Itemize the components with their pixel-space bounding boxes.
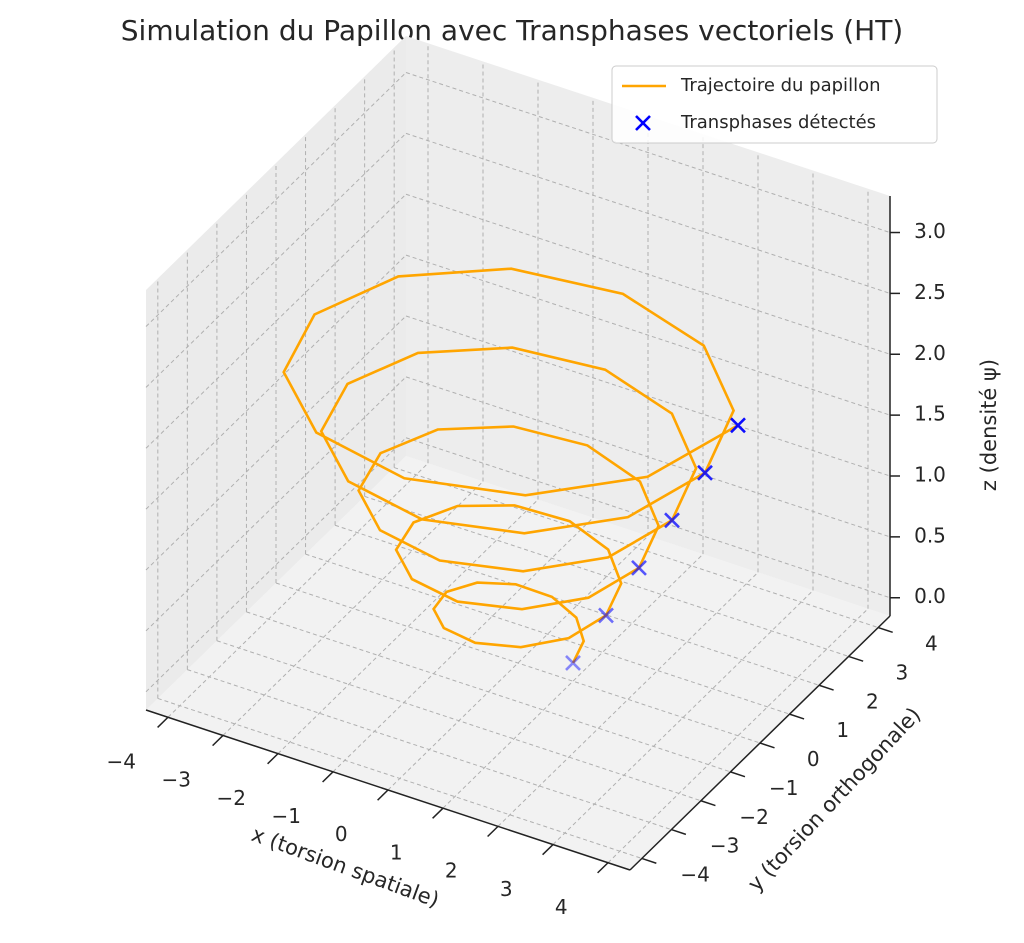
grid-line (145, 133, 407, 388)
grid-line (607, 608, 869, 864)
x-tick (157, 716, 169, 728)
trajectory-line (282, 267, 739, 664)
y-tick (877, 626, 893, 634)
y-tick (641, 857, 657, 864)
x-tick (267, 753, 279, 765)
y-tick-label: −3 (710, 834, 739, 858)
grid-line (187, 669, 672, 831)
x-tick (487, 825, 499, 838)
y-tick-label: −1 (769, 776, 798, 800)
plot-area: −4−3−2−101234−4−3−2−1012340.00.51.01.52.… (106, 36, 946, 919)
y-tick-label: −4 (680, 863, 709, 887)
legend-box (611, 65, 938, 144)
z-tick-label: 1.5 (914, 402, 946, 426)
transphase-marker (697, 464, 713, 481)
transphase-marker (565, 655, 581, 671)
grid-line (497, 572, 759, 827)
legend-label: Transphases détectés (680, 112, 876, 133)
y-tick-label: 3 (896, 661, 909, 685)
grid-line (334, 524, 820, 686)
grid-line (167, 462, 429, 718)
x-tick-label: 0 (335, 822, 348, 846)
y-tick-label: 2 (866, 689, 879, 713)
legend-swatch (635, 115, 651, 131)
x-tick-label: 2 (445, 859, 458, 883)
transphase-marker (730, 417, 746, 434)
y-tick (671, 828, 687, 836)
grid-line (405, 315, 891, 477)
z-tick-label: 0.0 (914, 584, 946, 608)
x-tick-label: −1 (271, 804, 300, 828)
grid-line (145, 437, 407, 693)
z-tick-label: 2.0 (914, 341, 946, 365)
legend: Trajectoire du papillon Transphases détec… (611, 65, 938, 144)
x-tick-label: 3 (500, 877, 513, 901)
grid-line (216, 640, 702, 802)
x-tick (377, 789, 389, 801)
y-tick-label: 4 (925, 632, 938, 656)
grid-line (145, 376, 407, 632)
transphase-marker (631, 559, 647, 576)
chart-title: Simulation du Papillon avec Transphases … (121, 14, 903, 47)
y-tick (759, 742, 775, 749)
grid-line (145, 193, 407, 449)
x-tick (542, 844, 554, 856)
x-tick (322, 771, 334, 783)
transphase-marker (664, 512, 680, 529)
grid-line (405, 193, 891, 355)
y-tick (848, 655, 864, 662)
z-tick-label: 1.0 (914, 463, 946, 487)
grid-line (405, 72, 891, 233)
grid-line (277, 499, 539, 754)
x-tick-label: 4 (555, 895, 568, 919)
z-axis-label: z (densité ψ) (977, 359, 1001, 491)
grid-line (305, 553, 790, 715)
grid-line (405, 254, 891, 416)
grid-line (157, 697, 642, 859)
x-tick-label: −2 (216, 786, 245, 810)
grid-line (405, 132, 891, 294)
grid-line (246, 611, 731, 773)
y-tick (730, 771, 746, 778)
x-tick (597, 862, 609, 874)
grid-line (145, 315, 407, 571)
z-tick-label: 0.5 (914, 523, 946, 547)
x-tick (212, 734, 224, 747)
z-tick-label: 2.5 (914, 280, 946, 304)
transphase-marker (598, 607, 614, 624)
y-tick (789, 713, 805, 720)
grid-line (405, 376, 891, 538)
x-tick (432, 807, 444, 819)
grid-line (552, 590, 814, 845)
grid-line (222, 481, 484, 736)
grid-line (394, 467, 879, 629)
y-tick-label: 1 (836, 718, 849, 742)
x-tick-label: 1 (390, 840, 403, 864)
grid-line (332, 517, 594, 773)
y-axis-line (629, 615, 891, 871)
grid-line (275, 582, 761, 744)
grid-line (145, 72, 407, 327)
y-tick (818, 684, 834, 691)
grid-line (405, 437, 891, 599)
legend-label: Trajectoire du papillon (680, 75, 881, 96)
y-tick (700, 800, 716, 807)
grid-line (442, 553, 704, 809)
x-tick-label: −4 (106, 749, 135, 773)
x-axis-line (145, 709, 631, 871)
y-tick-label: 0 (807, 747, 820, 771)
grid-line (387, 535, 649, 791)
z-tick-label: 3.0 (914, 219, 946, 243)
x-tick-label: −3 (161, 768, 190, 792)
y-tick-label: −2 (739, 805, 768, 829)
grid-line (145, 254, 407, 510)
